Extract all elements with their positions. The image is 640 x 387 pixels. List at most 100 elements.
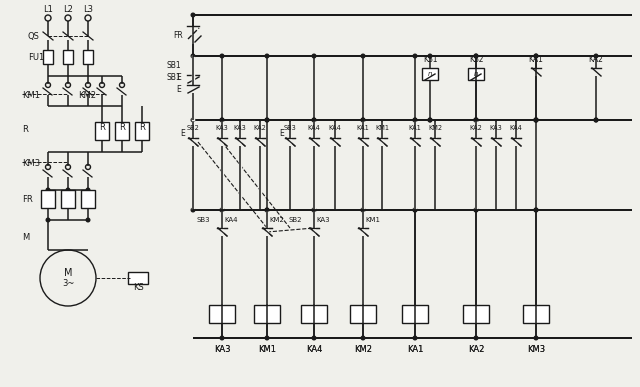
Bar [128,272,148,284]
Circle shape [220,208,224,212]
Circle shape [534,118,538,122]
Text: KM2: KM2 [269,217,284,223]
Circle shape [534,208,538,212]
Text: L1: L1 [43,5,53,14]
Circle shape [534,118,538,122]
Circle shape [265,208,269,212]
Text: 3~: 3~ [62,279,74,288]
Circle shape [428,54,432,58]
Bar [402,305,428,323]
Bar [63,50,73,64]
Text: E: E [176,72,181,82]
Text: KA1: KA1 [408,125,421,131]
Text: n: n [428,71,432,77]
Text: KM3: KM3 [22,159,40,168]
Circle shape [220,208,224,212]
Text: R: R [22,125,28,135]
Circle shape [413,118,417,122]
Text: KA3: KA3 [316,217,330,223]
Circle shape [361,208,365,212]
Text: KM2: KM2 [428,125,442,131]
Circle shape [265,118,269,122]
Text: R: R [139,123,145,132]
Bar [81,190,95,208]
Circle shape [312,118,316,122]
Circle shape [46,218,50,222]
Circle shape [220,118,224,122]
Bar [422,68,438,80]
Text: L3: L3 [83,5,93,14]
Bar [83,50,93,64]
Text: FR: FR [173,31,183,39]
Text: QS: QS [28,31,40,41]
Circle shape [265,336,269,340]
Circle shape [361,208,365,212]
Circle shape [534,208,538,212]
Circle shape [474,208,478,212]
Circle shape [361,118,365,122]
Text: KA3: KA3 [490,125,502,131]
Text: KM2: KM2 [354,346,372,354]
Text: KA4: KA4 [308,125,321,131]
Circle shape [413,336,417,340]
Circle shape [86,188,90,192]
Bar [43,50,53,64]
Circle shape [191,54,195,58]
Text: KM3: KM3 [527,346,545,354]
Bar [301,305,327,323]
Circle shape [220,54,224,58]
Circle shape [86,218,90,222]
Circle shape [534,118,538,122]
Circle shape [220,118,224,122]
Circle shape [428,118,432,122]
Text: KA2: KA2 [468,346,484,354]
Text: KA1: KA1 [407,346,423,354]
Text: M: M [22,233,29,243]
Circle shape [534,54,538,58]
Circle shape [312,336,316,340]
Text: KA1: KA1 [407,346,423,354]
Circle shape [474,208,478,212]
Text: KA2: KA2 [470,125,483,131]
Circle shape [474,54,478,58]
Circle shape [312,118,316,122]
Text: KA2: KA2 [589,55,604,65]
Circle shape [66,188,70,192]
Circle shape [428,118,432,122]
Bar [115,122,129,140]
Text: KA1: KA1 [529,55,543,65]
Text: E: E [180,130,185,139]
Circle shape [191,13,195,17]
Circle shape [474,336,478,340]
Circle shape [534,336,538,340]
Text: KM2: KM2 [78,91,96,101]
Text: R: R [99,123,105,132]
Circle shape [534,118,538,122]
Circle shape [220,336,224,340]
Text: R: R [119,123,125,132]
Text: KM3: KM3 [527,346,545,354]
Text: KM1: KM1 [365,217,380,223]
Circle shape [594,54,598,58]
Text: KA3: KA3 [216,125,228,131]
Text: KS1: KS1 [423,55,437,65]
Text: E: E [176,84,181,94]
Bar [463,305,489,323]
Bar [209,305,235,323]
Text: KA4: KA4 [509,125,522,131]
Bar [468,68,484,80]
Circle shape [413,208,417,212]
Circle shape [191,118,195,122]
Circle shape [534,54,538,58]
Bar [254,305,280,323]
Text: KA4: KA4 [224,217,237,223]
Text: SB1: SB1 [166,60,181,70]
Text: E: E [279,130,284,139]
Text: KA2: KA2 [468,346,484,354]
Text: FR: FR [22,195,33,204]
Circle shape [413,208,417,212]
Circle shape [361,336,365,340]
Text: KA4: KA4 [328,125,341,131]
Circle shape [594,118,598,122]
Text: L2: L2 [63,5,73,14]
